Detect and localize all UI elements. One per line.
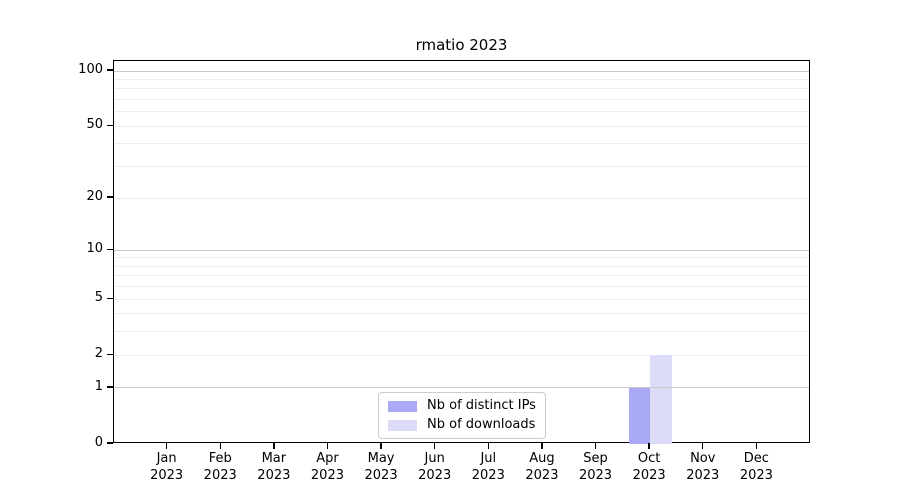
bars-layer xyxy=(114,61,809,444)
y-tick-mark xyxy=(107,196,113,198)
x-tick-mark xyxy=(380,443,382,449)
x-axis-tick-label: Dec 2023 xyxy=(739,451,773,483)
y-tick-mark xyxy=(107,124,113,127)
x-axis-tick-label: Sep 2023 xyxy=(578,451,613,483)
x-tick-mark xyxy=(648,443,650,449)
chart-title: rmatio 2023 xyxy=(415,36,508,54)
gridline-minor xyxy=(114,257,809,259)
y-axis-tick-label: 0 xyxy=(94,435,103,450)
gridline-minor xyxy=(114,354,809,356)
x-axis-tick-label: Apr 2023 xyxy=(310,451,344,483)
x-axis-tick-label: Mar 2023 xyxy=(257,451,291,483)
legend-swatch-downloads xyxy=(388,419,417,431)
x-axis-tick-label: Feb 2023 xyxy=(203,451,237,483)
x-axis-tick-label: May 2023 xyxy=(364,451,398,483)
legend-swatch-distinct-ips xyxy=(388,400,417,412)
gridline-minor xyxy=(114,313,809,315)
gridline-minor xyxy=(114,79,809,81)
x-tick-mark xyxy=(326,443,329,449)
legend-item-distinct-ips: Nb of distinct IPs xyxy=(388,398,536,414)
gridline-minor xyxy=(114,143,809,145)
legend-label-distinct-ips: Nb of distinct IPs xyxy=(427,398,536,413)
legend-item-downloads: Nb of downloads xyxy=(388,417,536,433)
x-tick-mark xyxy=(219,443,221,449)
x-axis-tick-label: Aug 2023 xyxy=(525,451,559,483)
gridline-minor xyxy=(114,166,809,168)
x-tick-mark xyxy=(433,443,436,449)
gridlines-top-layer xyxy=(114,61,809,442)
legend-label-downloads: Nb of downloads xyxy=(427,417,536,432)
y-axis-tick-label: 100 xyxy=(78,62,103,78)
y-tick-mark xyxy=(107,69,113,71)
x-tick-mark xyxy=(541,443,543,449)
gridlines-layer xyxy=(114,61,809,442)
gridline-minor xyxy=(114,265,809,267)
x-tick-mark xyxy=(755,443,758,449)
x-tick-mark xyxy=(487,443,489,449)
y-axis-tick-label: 20 xyxy=(86,189,103,205)
x-axis-tick-label: Oct 2023 xyxy=(632,451,666,483)
gridline-minor xyxy=(114,88,809,90)
gridline-major xyxy=(114,387,809,389)
gridline-minor xyxy=(114,331,809,333)
y-tick-mark xyxy=(107,353,113,355)
y-tick-mark xyxy=(107,386,113,388)
gridline-minor xyxy=(114,111,809,113)
y-tick-mark xyxy=(107,442,113,444)
plot-area: Nb of distinct IPs Nb of downloads xyxy=(113,60,810,444)
x-axis-tick-label: Jun 2023 xyxy=(418,451,452,483)
x-tick-mark xyxy=(702,443,704,449)
bar-nb-of-downloads xyxy=(650,355,672,444)
gridline-major xyxy=(114,249,809,251)
legend: Nb of distinct IPs Nb of downloads xyxy=(378,392,546,439)
x-tick-mark xyxy=(165,443,168,449)
x-tick-mark xyxy=(594,443,597,449)
gridline-minor xyxy=(114,99,809,101)
y-tick-mark xyxy=(107,297,113,299)
y-axis-tick-label: 1 xyxy=(94,378,103,394)
y-axis-tick-label: 50 xyxy=(86,117,103,133)
bar-nb-of-distinct-ips xyxy=(628,387,651,444)
x-axis-tick-label: Nov 2023 xyxy=(686,451,720,483)
gridline-minor xyxy=(114,197,809,199)
y-axis-tick-label: 5 xyxy=(94,290,103,306)
gridline-major xyxy=(114,70,809,72)
gridline-minor xyxy=(114,125,809,127)
y-tick-mark xyxy=(107,248,113,250)
gridline-minor xyxy=(114,275,809,277)
y-axis-tick-label: 2 xyxy=(94,346,103,362)
gridline-minor xyxy=(114,298,809,300)
y-axis-tick-label: 10 xyxy=(86,241,103,257)
x-axis-tick-label: Jul 2023 xyxy=(471,451,505,483)
x-axis-tick-label: Jan 2023 xyxy=(150,451,184,483)
gridline-minor xyxy=(114,286,809,288)
x-tick-mark xyxy=(273,443,275,449)
